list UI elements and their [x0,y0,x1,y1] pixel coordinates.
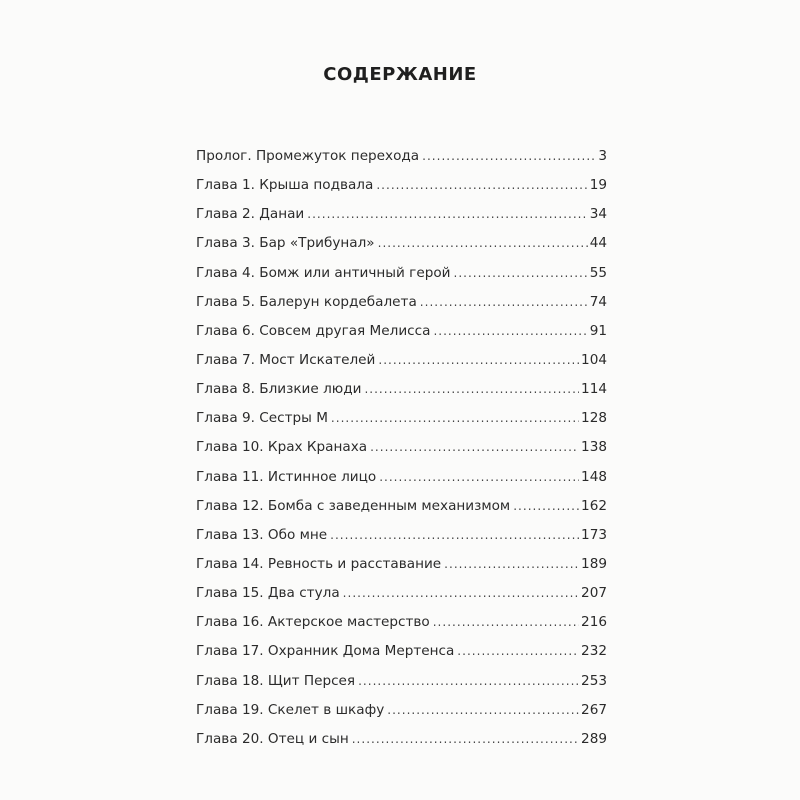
toc-entry-title: Глава 14. Ревность и расставание [196,555,442,572]
dot-leader [457,644,579,658]
toc-entry-title: Глава 10. Крах Кранаха [196,439,368,456]
toc-entry-page: 104 [581,351,607,368]
toc-entry: Глава 5. Балерун кордебалета 74 [196,294,607,323]
toc-entry-page: 3 [598,148,607,164]
toc-entry-title: Глава 20. Отец и сын [196,730,349,747]
toc-entry: Глава 12. Бомба с заведенным механизмом 1… [196,498,607,527]
toc-entry-title: Глава 6. Совсем другая Мелисса [196,322,431,339]
toc-entry: Глава 15. Два стула 207 [196,585,607,614]
toc-entry-title: Глава 8. Близкие люди [196,381,362,398]
toc-entry-page: 34 [589,206,607,223]
dot-leader [358,674,579,688]
toc-entry-page: 162 [581,497,607,514]
toc-entry-title: Глава 17. Охранник Дома Мертенса [196,643,455,660]
toc-entry: Глава 13. Обо мне 173 [196,527,607,556]
dot-leader [331,411,579,425]
toc-entry-page: 19 [589,177,607,194]
toc-entry-page: 289 [581,730,607,747]
dot-leader [378,236,588,250]
toc-entry-page: 128 [581,410,607,427]
toc-entry-page: 216 [581,614,607,631]
toc-entry-title: Пролог. Промежуток перехода [196,148,420,164]
toc-entry-page: 148 [581,468,607,485]
toc-entry-title: Глава 12. Бомба с заведенным механизмом [196,497,511,514]
toc-entry-title: Глава 13. Обо мне [196,526,328,543]
toc-entry-page: 267 [581,701,607,718]
toc-entry: Глава 18. Щит Персея 253 [196,673,607,702]
dot-leader [453,266,587,280]
toc-entry-page: 74 [589,293,607,310]
toc-entry: Пролог. Промежуток перехода 3 [196,148,607,177]
toc-entry: Глава 9. Сестры М 128 [196,410,607,439]
toc-entry-page: 44 [589,235,607,252]
page-title: СОДЕРЖАНИЕ [323,64,477,85]
dot-leader [420,295,588,309]
toc-entry: Глава 4. Бомж или античный герой 55 [196,265,607,294]
toc-entry: Глава 1. Крыша подвала 19 [196,177,607,206]
toc-entry: Глава 19. Скелет в шкафу 267 [196,702,607,731]
toc-entry-title: Глава 7. Мост Искателей [196,351,376,368]
toc-entry-page: 207 [581,585,607,602]
toc-entry-title: Глава 16. Актерское мастерство [196,614,430,631]
toc-entry-page: 138 [581,439,607,456]
dot-leader [376,178,587,192]
toc-entry-title: Глава 4. Бомж или античный герой [196,264,451,281]
dot-leader [352,732,579,746]
toc-entry: Глава 17. Охранник Дома Мертенса 232 [196,643,607,672]
toc-entry: Глава 6. Совсем другая Мелисса 91 [196,323,607,352]
toc-entry-page: 114 [581,381,607,398]
dot-leader [343,586,579,600]
toc-entry: Глава 10. Крах Кранаха 138 [196,439,607,468]
toc-entry-page: 173 [581,526,607,543]
dot-leader [513,499,579,513]
toc-entry: Глава 20. Отец и сын 289 [196,731,607,760]
toc-entry-page: 91 [589,322,607,339]
dot-leader [387,703,579,717]
dot-leader [378,353,579,367]
dot-leader [444,557,579,571]
toc-entry-title: Глава 15. Два стула [196,585,340,602]
dot-leader [422,149,596,163]
toc-entry: Глава 16. Актерское мастерство 216 [196,614,607,643]
dot-leader [364,382,579,396]
toc-entry-title: Глава 1. Крыша подвала [196,177,374,194]
toc-entry-page: 189 [581,555,607,572]
toc-entry-page: 55 [589,264,607,281]
toc-entry: Глава 7. Мост Искателей 104 [196,352,607,381]
dot-leader [433,615,579,629]
toc-entry: Глава 8. Близкие люди 114 [196,381,607,410]
toc-entry-title: Глава 2. Данаи [196,206,305,223]
toc-entry: Глава 14. Ревность и расставание 189 [196,556,607,585]
toc-entry: Глава 11. Истинное лицо 148 [196,469,607,498]
toc-entry-page: 253 [581,672,607,689]
table-of-contents: Пролог. Промежуток перехода 3 Глава 1. Кры… [196,148,607,760]
dot-leader [370,440,579,454]
toc-entry-title: Глава 9. Сестры М [196,410,328,427]
dot-leader [307,207,587,221]
dot-leader [330,528,579,542]
toc-entry: Глава 2. Данаи 34 [196,206,607,235]
toc-entry-title: Глава 11. Истинное лицо [196,468,377,485]
toc-entry-title: Глава 19. Скелет в шкафу [196,701,385,718]
dot-leader [379,470,579,484]
toc-entry-page: 232 [581,643,607,660]
toc-entry-title: Глава 5. Балерун кордебалета [196,293,417,310]
dot-leader [433,324,587,338]
toc-entry-title: Глава 18. Щит Персея [196,672,356,689]
toc-entry-title: Глава 3. Бар «Трибунал» [196,235,375,252]
toc-entry: Глава 3. Бар «Трибунал» 44 [196,235,607,264]
